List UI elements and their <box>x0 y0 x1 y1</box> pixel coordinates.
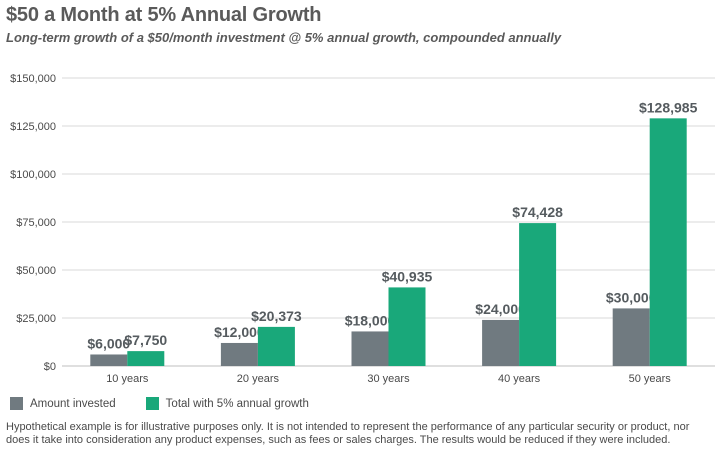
data-label-invested: $24,000 <box>475 301 526 317</box>
x-tick-label: 10 years <box>106 373 149 385</box>
x-tick-label: 50 years <box>629 373 672 385</box>
y-tick-label: $50,000 <box>16 265 56 277</box>
legend-label-growth: Total with 5% annual growth <box>165 397 309 410</box>
data-label-growth: $40,935 <box>382 268 433 284</box>
bar-invested <box>351 331 389 366</box>
bar-chart: $0 $25,000 $50,000 $75,000 $100,000 $125,000 $… <box>10 73 715 385</box>
data-label-invested: $6,000 <box>87 335 130 351</box>
bar-invested <box>90 354 128 366</box>
data-label-growth: $20,373 <box>251 308 302 324</box>
chart-title: $50 a Month at 5% Annual Growth <box>6 4 322 26</box>
x-tick-label: 40 years <box>498 373 541 385</box>
legend-item-growth: Total with 5% annual growth <box>145 397 309 410</box>
y-tick-label: $25,000 <box>16 313 56 325</box>
data-label-growth: $7,750 <box>124 332 167 348</box>
y-tick-label: $0 <box>44 361 56 373</box>
legend-item-invested: Amount invested <box>10 397 116 410</box>
data-label-invested: $30,000 <box>606 289 657 305</box>
x-tick-label: 30 years <box>367 373 410 385</box>
y-tick-label: $100,000 <box>10 169 56 181</box>
bar-invested <box>612 308 650 366</box>
y-tick-label: $125,000 <box>10 121 56 133</box>
data-label-growth: $128,985 <box>639 99 698 115</box>
footnote: Hypothetical example is for illustrative… <box>6 421 690 446</box>
bar-invested <box>482 319 520 366</box>
bar-invested <box>220 342 258 366</box>
x-tick-label: 20 years <box>237 373 280 385</box>
data-label-invested: $12,000 <box>214 324 265 340</box>
bar-growth <box>519 223 557 366</box>
y-tick-label: $75,000 <box>16 217 56 229</box>
legend: Amount invested Total with 5% annual gro… <box>10 397 339 410</box>
chart-subtitle: Long-term growth of a $50/month investme… <box>6 30 562 45</box>
bar-growth <box>388 287 426 366</box>
legend-swatch-growth <box>145 397 159 410</box>
bar-growth <box>127 351 165 366</box>
legend-swatch-invested <box>10 397 23 410</box>
y-tick-label: $150,000 <box>10 73 56 85</box>
bar-growth <box>257 326 295 366</box>
data-label-invested: $18,000 <box>345 312 396 328</box>
legend-label-invested: Amount invested <box>30 397 116 410</box>
bar-growth <box>649 118 687 366</box>
data-label-growth: $74,428 <box>512 204 563 220</box>
